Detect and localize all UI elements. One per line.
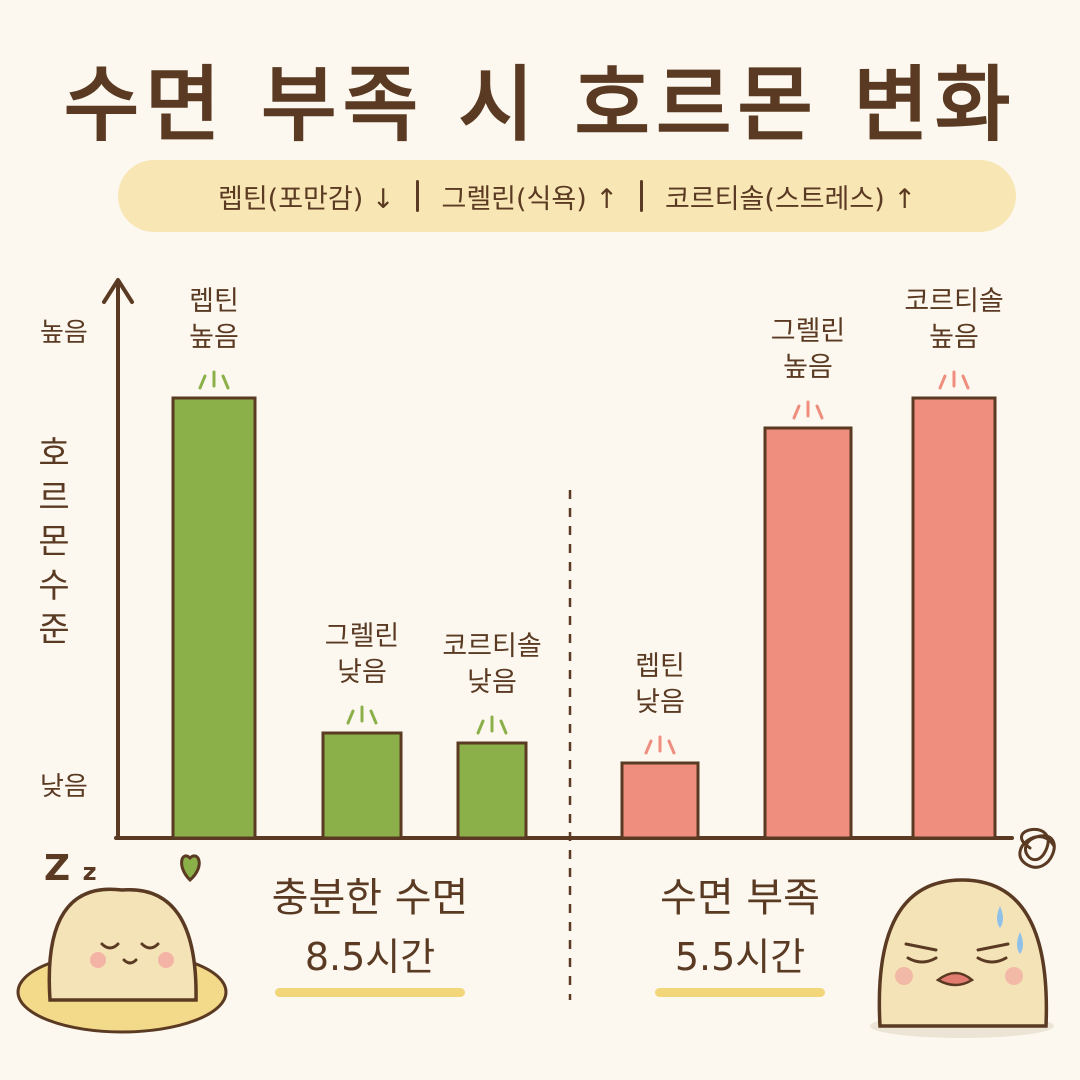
page-title: 수면 부족 시 호르몬 변화 — [63, 58, 1017, 153]
bar-adequate-1 — [321, 731, 403, 840]
emphasis-tick — [792, 404, 801, 420]
character-body — [47, 887, 198, 1002]
divider — [416, 180, 420, 212]
y-axis-title: 호 르 몬 수 준 — [38, 434, 70, 650]
emphasis-tick — [667, 739, 676, 755]
bars — [171, 370, 997, 840]
heart-icon — [180, 854, 201, 883]
emphasis-tick — [221, 374, 230, 390]
up-arrow-icon: ↑ — [595, 183, 618, 215]
banner-item-cortisol: 코르티솔(스트레스) ↑ — [664, 183, 916, 215]
emphasis-tick — [476, 719, 485, 735]
emphasis-tick — [961, 374, 970, 390]
bar-label-hormone: 코르티솔 — [904, 286, 1004, 317]
group-duration: 8.5시간 — [304, 935, 436, 979]
sweat-drop-icon — [1017, 932, 1023, 954]
y-tick-high: 높음 — [40, 318, 88, 348]
highlight-underline — [275, 988, 465, 997]
bar-label-level: 낮음 — [337, 657, 387, 688]
down-arrow-icon: ↓ — [371, 183, 395, 215]
highlight-underline — [655, 988, 825, 997]
bar-label-level: 높음 — [783, 352, 833, 383]
bar-label-hormone: 렙틴 — [635, 651, 685, 682]
y-tick-low: 낮음 — [40, 772, 88, 802]
bar-deprived-5 — [911, 396, 997, 840]
bar-label-level: 높음 — [929, 322, 979, 353]
emphasis-tick — [644, 739, 653, 755]
bar-label-hormone: 코르티솔 — [442, 631, 542, 662]
bar-label-level: 낮음 — [467, 667, 517, 698]
axes — [102, 278, 1014, 1000]
emphasis-tick — [198, 374, 207, 390]
y-axis-arrow-icon — [102, 278, 134, 304]
emphasis-tick — [499, 719, 508, 735]
tired-character — [870, 828, 1056, 1038]
group-deprived: 수면 부족 5.5시간 — [620, 872, 860, 997]
group-name: 수면 부족 — [660, 875, 820, 921]
banner-item-ghrelin: 그렐린(식욕) ↑ — [441, 183, 618, 215]
bar-deprived-4 — [763, 426, 853, 840]
bar-adequate-2 — [456, 741, 528, 840]
emphasis-tick — [346, 709, 355, 725]
up-arrow-icon: ↑ — [893, 183, 916, 215]
summary-banner: 렙틴(포만감) ↓ 그렐린(식욕) ↑ 코르티솔(스트레스) ↑ — [118, 160, 1016, 232]
banner-item-leptin: 렙틴(포만감) ↓ — [217, 183, 395, 215]
sleeping-character — [16, 854, 228, 1034]
bar-adequate-0 — [171, 396, 257, 840]
character-body — [877, 878, 1049, 1028]
bar-label-hormone: 그렐린 — [770, 316, 846, 347]
bar-label-hormone: 렙틴 — [189, 286, 239, 317]
emphasis-tick — [369, 709, 378, 725]
divider — [639, 180, 643, 212]
emphasis-tick — [815, 404, 824, 420]
bar-label-hormone: 그렐린 — [324, 621, 400, 652]
group-adequate: 충분한 수면 8.5시간 — [240, 872, 500, 997]
bar-deprived-3 — [620, 761, 700, 840]
group-duration: 5.5시간 — [674, 935, 806, 979]
group-name: 충분한 수면 — [271, 875, 469, 921]
scribble-icon — [1018, 828, 1056, 869]
sweat-drop-icon — [997, 906, 1003, 928]
sleep-z-icon: Z z — [44, 848, 97, 889]
bar-label-level: 높음 — [189, 322, 239, 353]
bar-label-level: 낮음 — [635, 687, 685, 718]
emphasis-tick — [938, 374, 947, 390]
